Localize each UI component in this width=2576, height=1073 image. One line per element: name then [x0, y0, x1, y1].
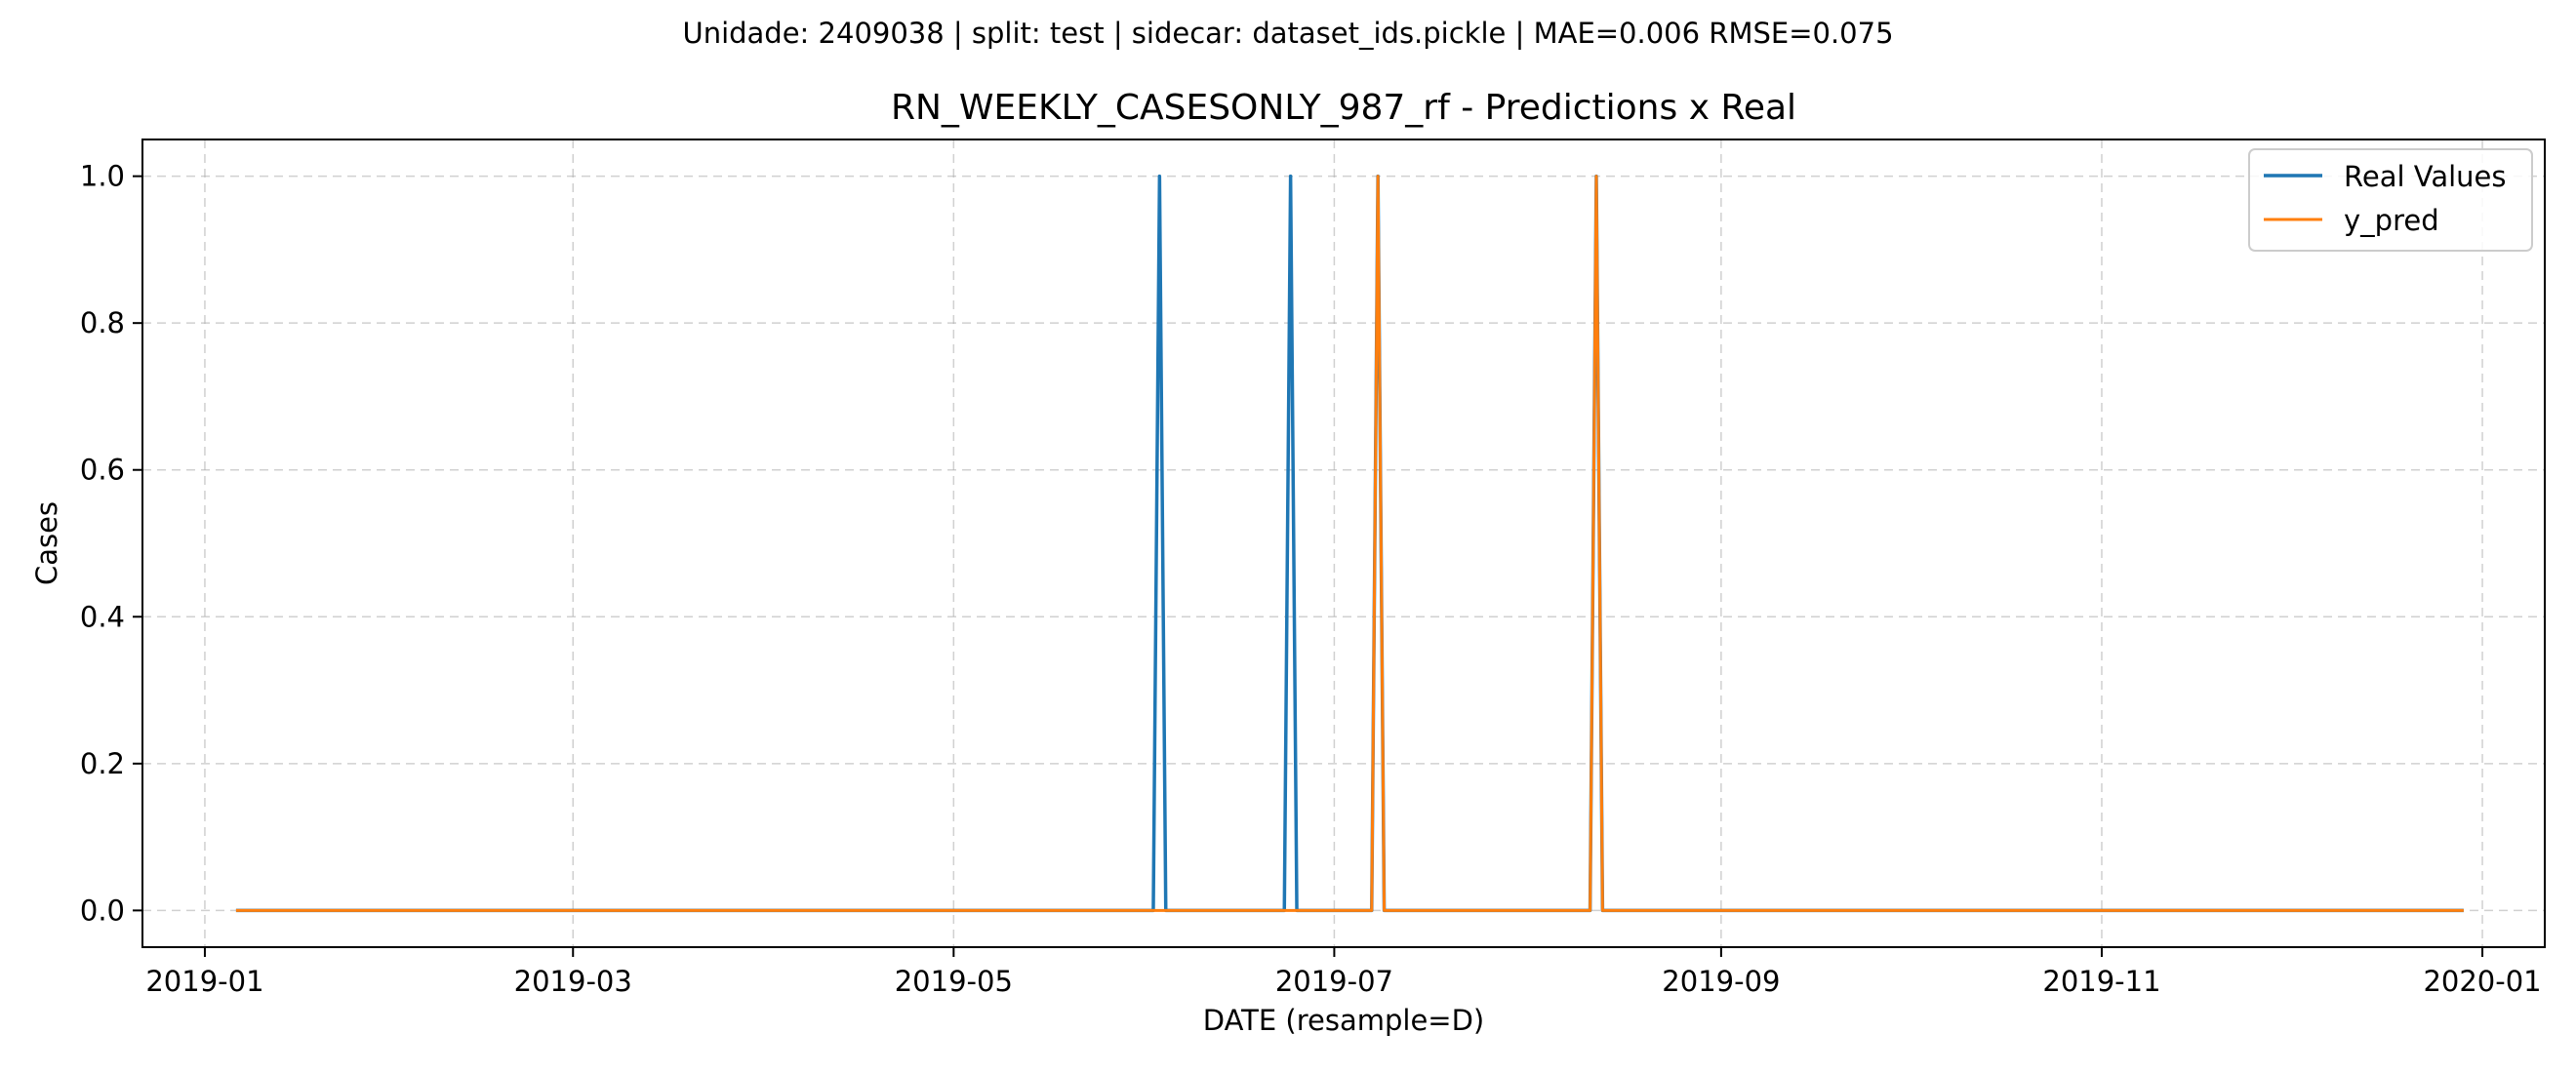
legend: Real Values y_pred	[2248, 148, 2533, 252]
y-tick-label: 0.8	[80, 306, 125, 339]
y-tick-label: 0.4	[80, 600, 125, 633]
x-tick-label: 2019-11	[2042, 965, 2160, 998]
x-axis-label: DATE (resample=D)	[1203, 1004, 1485, 1037]
y-tick-label: 1.0	[80, 160, 125, 193]
x-tick-label: 2019-01	[145, 965, 263, 998]
y-tick-label: 0.0	[80, 894, 125, 927]
y-axis-label: Cases	[30, 501, 63, 585]
x-tick-label: 2019-07	[1275, 965, 1393, 998]
y-tick-label: 0.6	[80, 454, 125, 487]
x-axis-ticks: 2019-01 2019-03 2019-05 2019-07 2019-09 2019-…	[145, 947, 2542, 998]
y-axis-ticks: 0.0 0.2 0.4 0.6 0.8 1.0	[80, 160, 142, 927]
series-layer	[235, 174, 2464, 913]
x-tick-label: 2019-09	[1662, 965, 1780, 998]
series-line-real-values	[235, 174, 2464, 913]
plot-frame	[141, 139, 2546, 948]
y-tick-label: 0.2	[80, 747, 125, 780]
chart-suptitle: Unidade: 2409038 | split: test | sidecar…	[682, 17, 1893, 50]
x-tick-label: 2020-01	[2423, 965, 2541, 998]
grid	[142, 139, 2545, 947]
legend-label-y-pred: y_pred	[2344, 204, 2439, 237]
series-line-y-pred	[235, 175, 2464, 912]
x-tick-label: 2019-03	[514, 965, 632, 998]
legend-label-real-values: Real Values	[2344, 160, 2506, 193]
x-tick-label: 2019-05	[895, 965, 1013, 998]
chart-title: RN_WEEKLY_CASESONLY_987_rf - Predictions…	[891, 88, 1796, 128]
